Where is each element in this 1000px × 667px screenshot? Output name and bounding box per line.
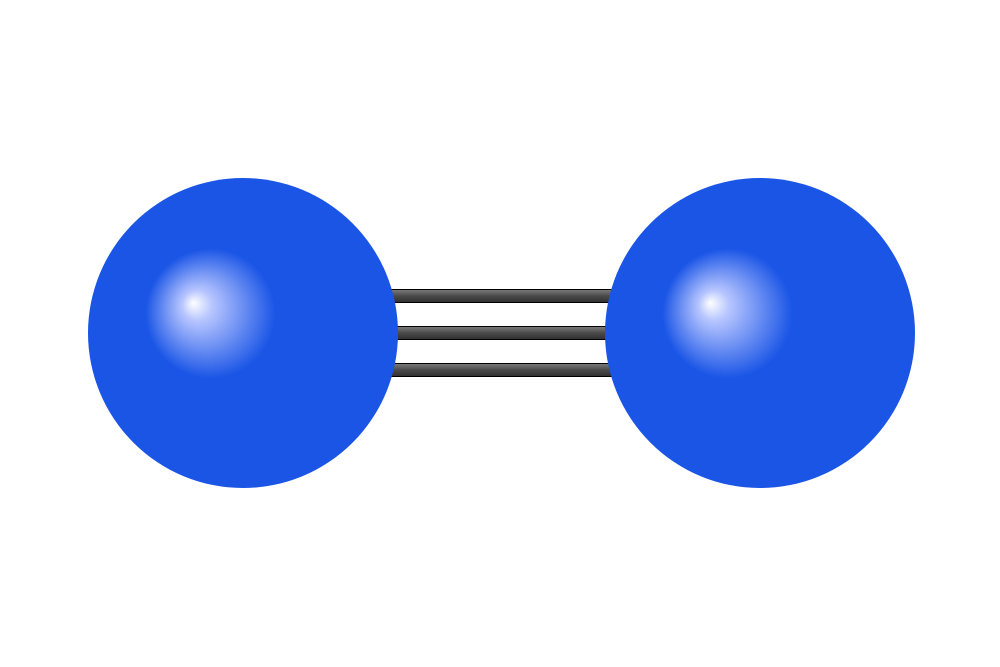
bond-bottom — [350, 364, 650, 377]
atom-left — [88, 178, 398, 488]
bond-top — [350, 290, 650, 303]
molecule-diagram — [0, 0, 1000, 667]
atom-right — [605, 178, 915, 488]
